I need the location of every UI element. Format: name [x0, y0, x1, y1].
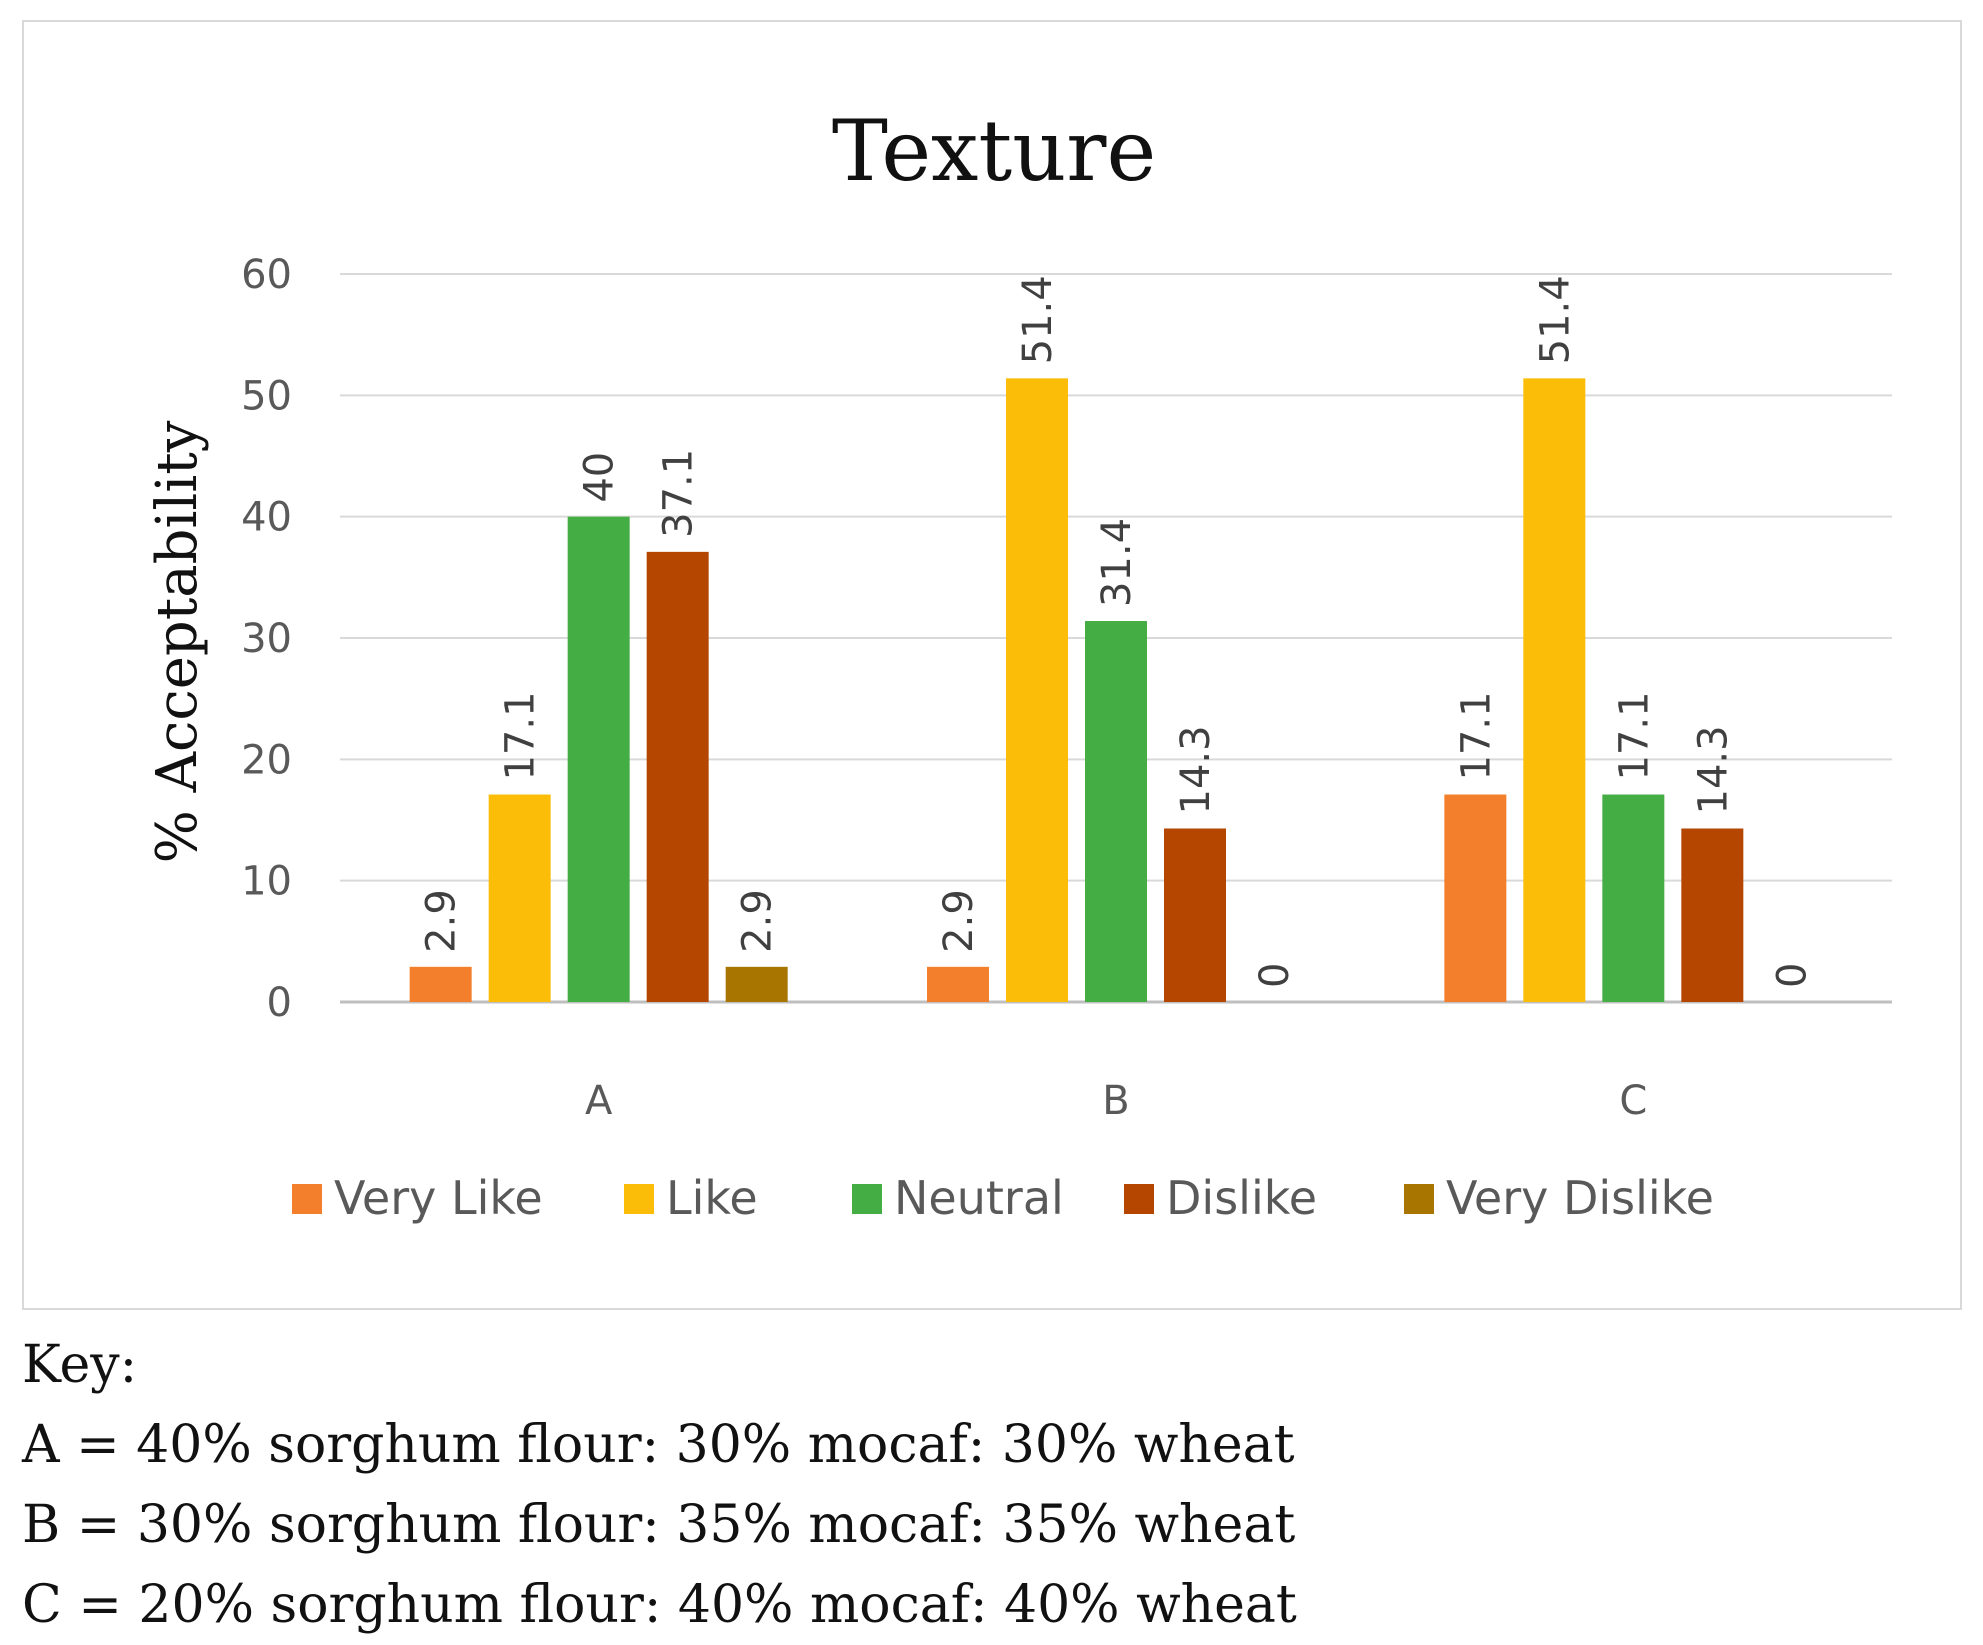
- data-label: 2.9: [419, 889, 465, 953]
- key-block: Key: A = 40% sorghum flour: 30% mocaf: 3…: [22, 1325, 1922, 1645]
- legend-swatch: [624, 1184, 654, 1214]
- data-label: 51.4: [1532, 275, 1578, 364]
- data-label: 0: [1252, 963, 1298, 988]
- bar-dislike-c: [1681, 828, 1744, 1002]
- data-label: 2.9: [735, 889, 781, 953]
- bar-neutral-b: [1085, 621, 1147, 1002]
- legend-label: Dislike: [1166, 1171, 1317, 1225]
- legend-swatch: [1404, 1184, 1434, 1214]
- legend-label: Neutral: [894, 1171, 1064, 1225]
- bar-neutral-c: [1602, 794, 1665, 1002]
- bar-dislike-b: [1164, 828, 1226, 1002]
- data-label: 17.1: [1453, 691, 1499, 780]
- y-tick-label: 20: [241, 737, 292, 783]
- bar-neutral-a: [567, 516, 630, 1002]
- data-label: 14.3: [1690, 725, 1736, 814]
- data-label: 31.4: [1094, 518, 1140, 607]
- bar-like-c: [1523, 378, 1586, 1002]
- legend-label: Like: [666, 1171, 758, 1225]
- key-heading: Key:: [22, 1335, 138, 1395]
- data-label: 14.3: [1173, 725, 1219, 814]
- data-label: 40: [577, 452, 623, 503]
- bar-like-b: [1006, 378, 1068, 1002]
- y-axis-label: % Acceptability: [145, 420, 210, 863]
- bar-very-dislike-a: [725, 966, 788, 1002]
- key-line-c: C = 20% sorghum flour: 40% mocaf: 40% wh…: [22, 1575, 1297, 1635]
- data-label: 51.4: [1015, 275, 1061, 364]
- x-category-label: C: [1619, 1078, 1647, 1124]
- y-tick-label: 10: [241, 859, 292, 905]
- legend-swatch: [852, 1184, 882, 1214]
- y-tick-label: 50: [241, 373, 292, 419]
- x-category-label: B: [1102, 1078, 1129, 1124]
- x-category-label: A: [585, 1078, 613, 1124]
- data-label: 37.1: [656, 449, 702, 538]
- y-tick-label: 30: [241, 616, 292, 662]
- bar-like-a: [488, 794, 551, 1002]
- bar-dislike-a: [646, 551, 709, 1002]
- key-line-a: A = 40% sorghum flour: 30% mocaf: 30% wh…: [22, 1415, 1295, 1475]
- legend-swatch: [292, 1184, 322, 1214]
- data-label: 0: [1769, 963, 1815, 988]
- y-tick-label: 40: [241, 495, 292, 541]
- bar-very-like-c: [1444, 794, 1507, 1002]
- data-label: 2.9: [936, 889, 982, 953]
- bar-chart: Texture % Acceptability 0 10 20 30 40 50 60 2.…: [145, 102, 1892, 1225]
- legend-swatch: [1124, 1184, 1154, 1214]
- chart-title: Texture: [832, 102, 1156, 200]
- legend-label: Very Like: [334, 1171, 543, 1225]
- legend-label: Very Dislike: [1446, 1171, 1714, 1225]
- chart-frame: Texture % Acceptability 0 10 20 30 40 50 60 2.…: [22, 20, 1962, 1310]
- data-label: 17.1: [498, 691, 544, 780]
- data-label: 17.1: [1611, 691, 1657, 780]
- y-tick-label: 0: [267, 980, 292, 1026]
- y-tick-label: 60: [241, 252, 292, 298]
- bar-very-like-b: [927, 966, 989, 1002]
- bar-very-like-a: [409, 966, 472, 1002]
- key-line-b: B = 30% sorghum flour: 35% mocaf: 35% wh…: [22, 1495, 1296, 1555]
